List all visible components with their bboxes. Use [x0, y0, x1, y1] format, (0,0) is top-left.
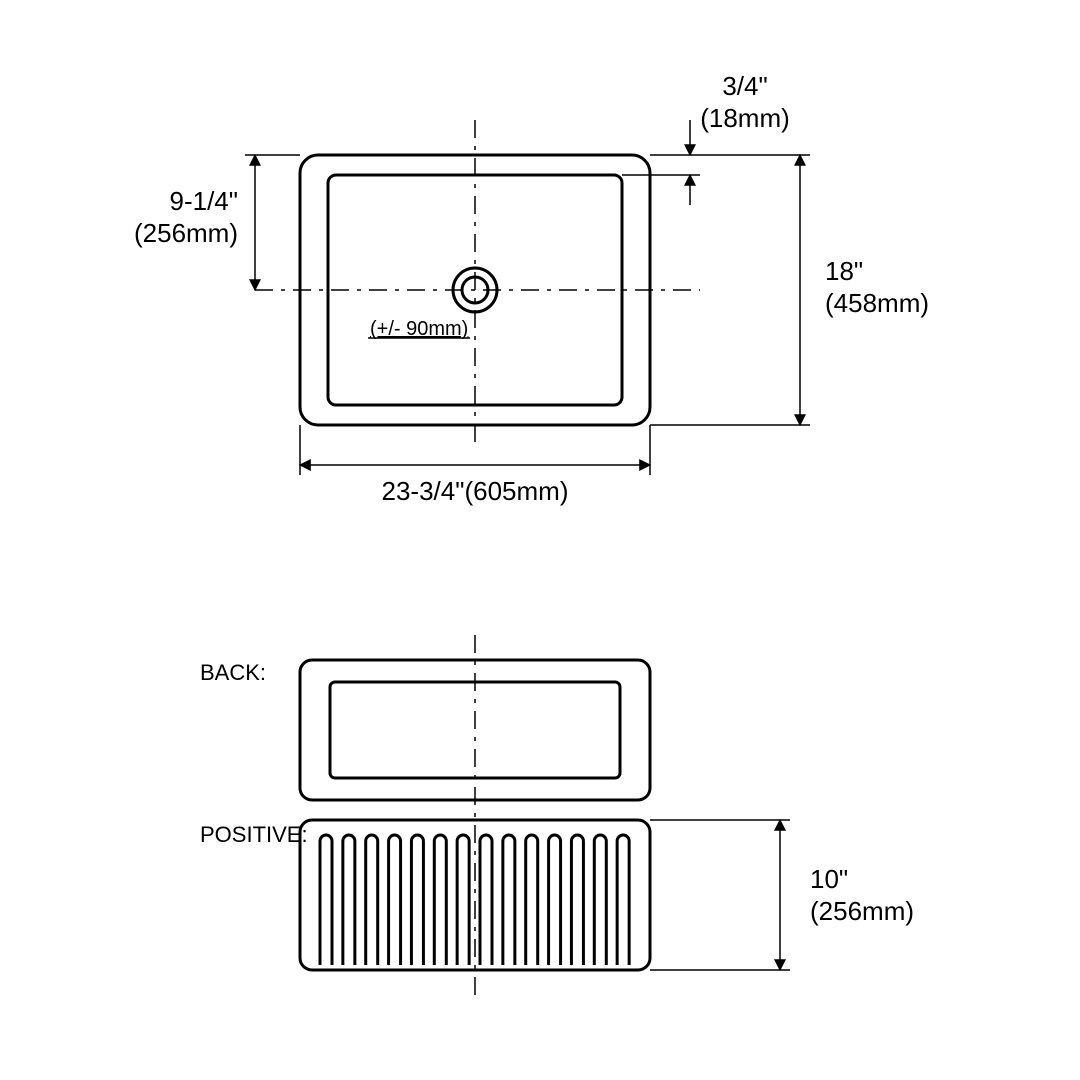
flute: [343, 835, 355, 965]
flute: [457, 835, 469, 965]
flute: [320, 835, 332, 965]
flute: [366, 835, 378, 965]
dim-wall-label-2: (18mm): [700, 103, 790, 133]
top-view: (+/- 90mm) 23-3/4"(605mm) 18" (458mm) 3/…: [134, 71, 929, 506]
positive-view: POSITIVE: 10" (256mm): [200, 820, 914, 970]
flute: [594, 835, 606, 965]
dim-pos-h-1: 10": [810, 864, 848, 894]
flute: [434, 835, 446, 965]
flute: [389, 835, 401, 965]
flute: [617, 835, 629, 965]
flute: [411, 835, 423, 965]
flute: [480, 835, 492, 965]
dim-width-label: 23-3/4"(605mm): [382, 476, 569, 506]
dim-positive-height: 10" (256mm): [650, 820, 914, 970]
drain-tolerance-note: (+/- 90mm): [370, 318, 468, 340]
technical-drawing: (+/- 90mm) 23-3/4"(605mm) 18" (458mm) 3/…: [0, 0, 1080, 1080]
dim-height-label-1: 18": [825, 256, 863, 286]
flute: [549, 835, 561, 965]
dim-drain-offset: 9-1/4" (256mm): [134, 155, 300, 290]
positive-label: POSITIVE:: [200, 822, 308, 847]
dim-height-label-2: (458mm): [825, 288, 929, 318]
dim-height: 18" (458mm): [650, 155, 929, 425]
dim-drain-label-1: 9-1/4": [170, 186, 239, 216]
flute: [526, 835, 538, 965]
back-view: BACK:: [200, 660, 650, 800]
flute: [503, 835, 515, 965]
back-label: BACK:: [200, 660, 266, 685]
flute: [571, 835, 583, 965]
dim-pos-h-2: (256mm): [810, 896, 914, 926]
dim-drain-label-2: (256mm): [134, 218, 238, 248]
dim-wall: 3/4" (18mm): [622, 71, 790, 205]
dim-wall-label-1: 3/4": [722, 71, 767, 101]
